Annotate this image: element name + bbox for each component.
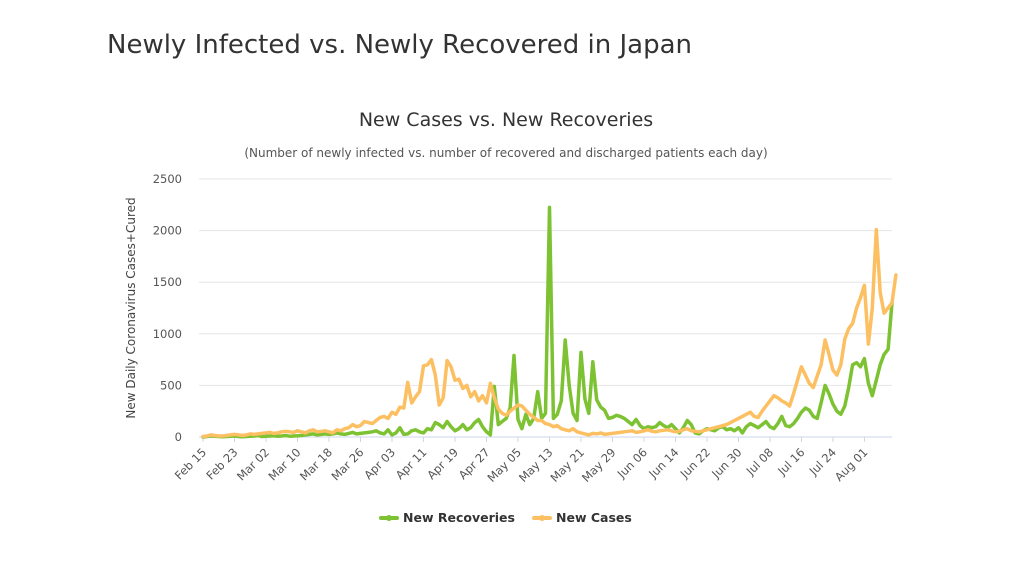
x-tick-label: Mar 26 (328, 445, 366, 483)
y-tick-label: 2000 (153, 224, 182, 238)
legend-label-new-cases: New Cases (556, 510, 632, 525)
x-tick-label: Apr 19 (424, 445, 461, 482)
chart-title: New Cases vs. New Recoveries (359, 109, 653, 131)
page-title: Newly Infected vs. Newly Recovered in Ja… (107, 30, 693, 60)
legend-label-recoveries: New Recoveries (403, 510, 515, 525)
y-axis-label: New Daily Coronavirus Cases+Cured (124, 197, 138, 418)
x-tick-label: Jun 30 (708, 445, 744, 481)
legend-marker-recoveries (386, 515, 392, 521)
x-tick-label: Aug 01 (832, 445, 871, 484)
y-tick-label: 1000 (153, 327, 182, 341)
y-tick-label: 1500 (153, 275, 182, 289)
x-tick-label: Apr 11 (393, 445, 430, 482)
x-tick-label: Jun 22 (677, 445, 713, 481)
y-tick-label: 2500 (153, 172, 182, 186)
x-tick-label: Jun 06 (614, 445, 650, 481)
x-tick-label: Apr 03 (361, 445, 398, 482)
legend: New Recoveries New Cases (379, 510, 632, 525)
series-line-new-cases[interactable] (201, 227, 898, 439)
y-axis-ticks: 0 500 1000 1500 2000 2500 (153, 172, 182, 444)
x-tick-label: Mar 18 (297, 445, 335, 483)
x-tick-label: Mar 02 (234, 445, 272, 483)
x-tick-label: Feb 23 (203, 445, 240, 482)
series-line-recoveries[interactable] (201, 205, 894, 439)
x-tick-label: Mar 10 (265, 445, 303, 483)
y-tick-label: 500 (160, 378, 182, 392)
x-tick-label: Jun 14 (645, 445, 681, 481)
x-tick-label: Jul 08 (743, 445, 776, 478)
x-tick-label: Feb 15 (172, 445, 209, 482)
y-tick-label: 0 (175, 430, 182, 444)
x-tick-label: May 21 (547, 445, 587, 485)
legend-item-recoveries[interactable]: New Recoveries (379, 510, 515, 525)
legend-marker-new-cases (539, 515, 545, 521)
x-tick-label: Jul 16 (774, 445, 807, 478)
legend-item-new-cases[interactable]: New Cases (532, 510, 632, 525)
x-tick-label: May 13 (516, 445, 556, 485)
chart-subtitle: (Number of newly infected vs. number of … (244, 146, 767, 160)
series-lines (201, 205, 898, 439)
x-tick-label: May 05 (484, 445, 524, 485)
x-tick-label: May 29 (579, 445, 619, 485)
